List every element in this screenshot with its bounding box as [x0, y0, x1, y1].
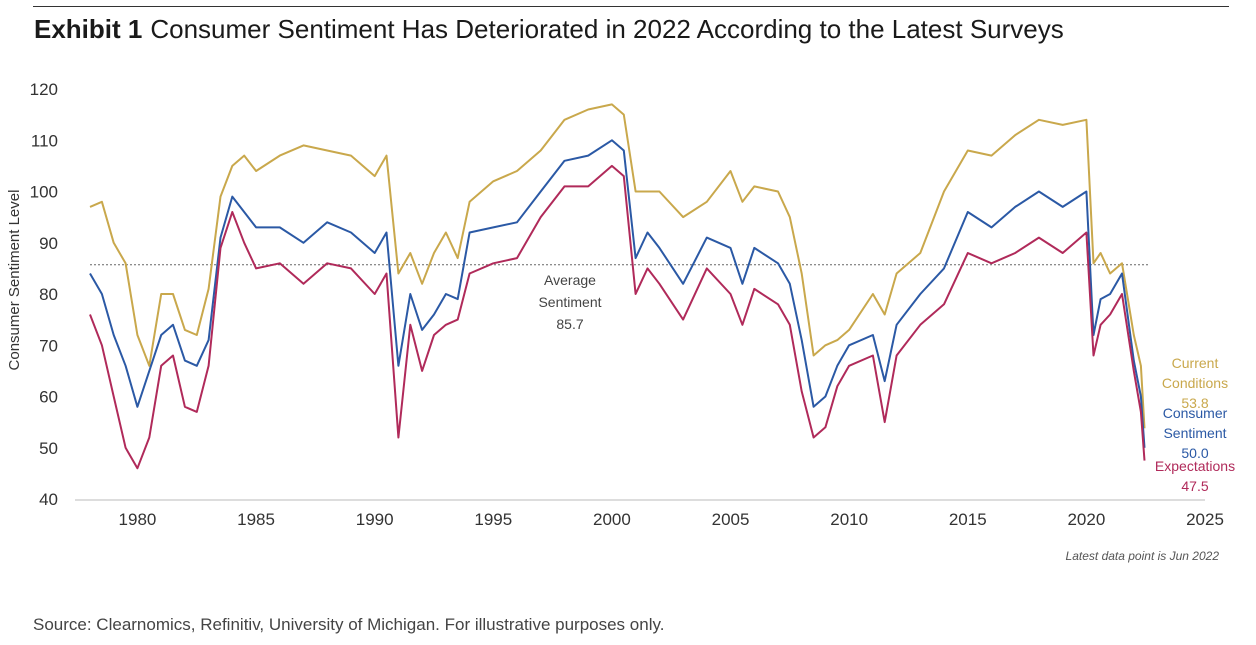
series-end-label-line: 53.8 [1181, 395, 1208, 411]
series-lines [89, 103, 1146, 470]
exhibit-title: Consumer Sentiment Has Deteriorated in 2… [150, 14, 1064, 44]
y-axis-title-group: Consumer Sentiment Level [6, 190, 23, 371]
exhibit-label: Exhibit 1 [34, 14, 143, 44]
series-end-label-line: Consumer [1163, 405, 1228, 421]
x-tick-label: 1980 [119, 510, 157, 529]
series-end-label-line: Conditions [1162, 375, 1228, 391]
x-tick-label: 2025 [1186, 510, 1224, 529]
y-tick-label: 80 [39, 285, 58, 304]
y-tick-label: 60 [39, 388, 58, 407]
latest-data-note: Latest data point is Jun 2022 [1066, 549, 1220, 563]
y-tick-label: 40 [39, 490, 58, 509]
series-end-label-line: Expectations [1155, 458, 1235, 474]
average-label-line: Average [544, 272, 596, 288]
chart-title: Exhibit 1 Consumer Sentiment Has Deterior… [34, 14, 1064, 45]
series-line-expectations [89, 164, 1146, 470]
series-end-label-line: 50.0 [1181, 445, 1208, 461]
series-end-label-line: Sentiment [1163, 425, 1226, 441]
y-axis-title: Consumer Sentiment Level [6, 190, 23, 371]
average-label-line: 85.7 [556, 316, 583, 332]
x-tick-label: 1985 [237, 510, 275, 529]
y-tick-label: 90 [39, 234, 58, 253]
series-line-current-conditions [89, 103, 1146, 429]
source-footnote: Source: Clearnomics, Refinitiv, Universi… [33, 615, 665, 634]
average-label-line: Sentiment [538, 294, 601, 310]
y-axis-ticks: 40 50 60 70 80 90 100 110 120 [30, 80, 58, 509]
y-tick-label: 110 [31, 131, 58, 150]
x-tick-label: 2000 [593, 510, 631, 529]
x-tick-label: 2020 [1067, 510, 1105, 529]
series-end-label-line: Current [1172, 355, 1219, 371]
y-tick-label: 50 [39, 439, 58, 458]
top-rule [33, 6, 1229, 7]
x-tick-label: 2010 [830, 510, 868, 529]
x-tick-label: 2005 [712, 510, 750, 529]
y-tick-label: 100 [30, 183, 58, 202]
x-tick-label: 1995 [474, 510, 512, 529]
series-line-consumer-sentiment [89, 139, 1146, 448]
x-tick-label: 1990 [356, 510, 394, 529]
x-tick-label: 2015 [949, 510, 987, 529]
series-end-label-line: 47.5 [1181, 478, 1208, 494]
y-tick-label: 70 [39, 336, 58, 355]
x-axis-ticks: 1980 1985 1990 1995 2000 2005 2010 2015 2020 2025 [119, 510, 1224, 529]
y-tick-label: 120 [30, 80, 58, 99]
average-sentiment-label: Average Sentiment 85.7 [538, 272, 601, 332]
